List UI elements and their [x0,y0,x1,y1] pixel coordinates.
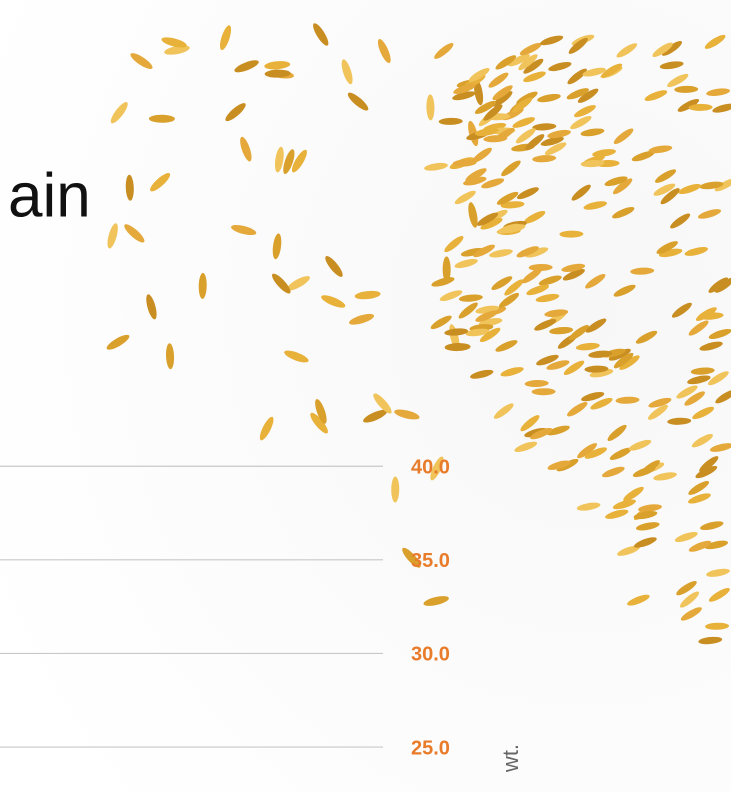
slide: ain wt. 25.0 30.0 35.0 40.0 [0,0,731,792]
y-tick-label: 25.0 [411,737,450,759]
rice-grain [149,115,175,123]
y-tick-label: 30.0 [411,644,450,666]
chart-title: ain [8,161,91,230]
y-tick-label: 35.0 [411,550,450,572]
background [0,0,731,792]
y-axis-label: wt. [498,744,523,773]
y-tick-label: 40.0 [411,456,450,478]
